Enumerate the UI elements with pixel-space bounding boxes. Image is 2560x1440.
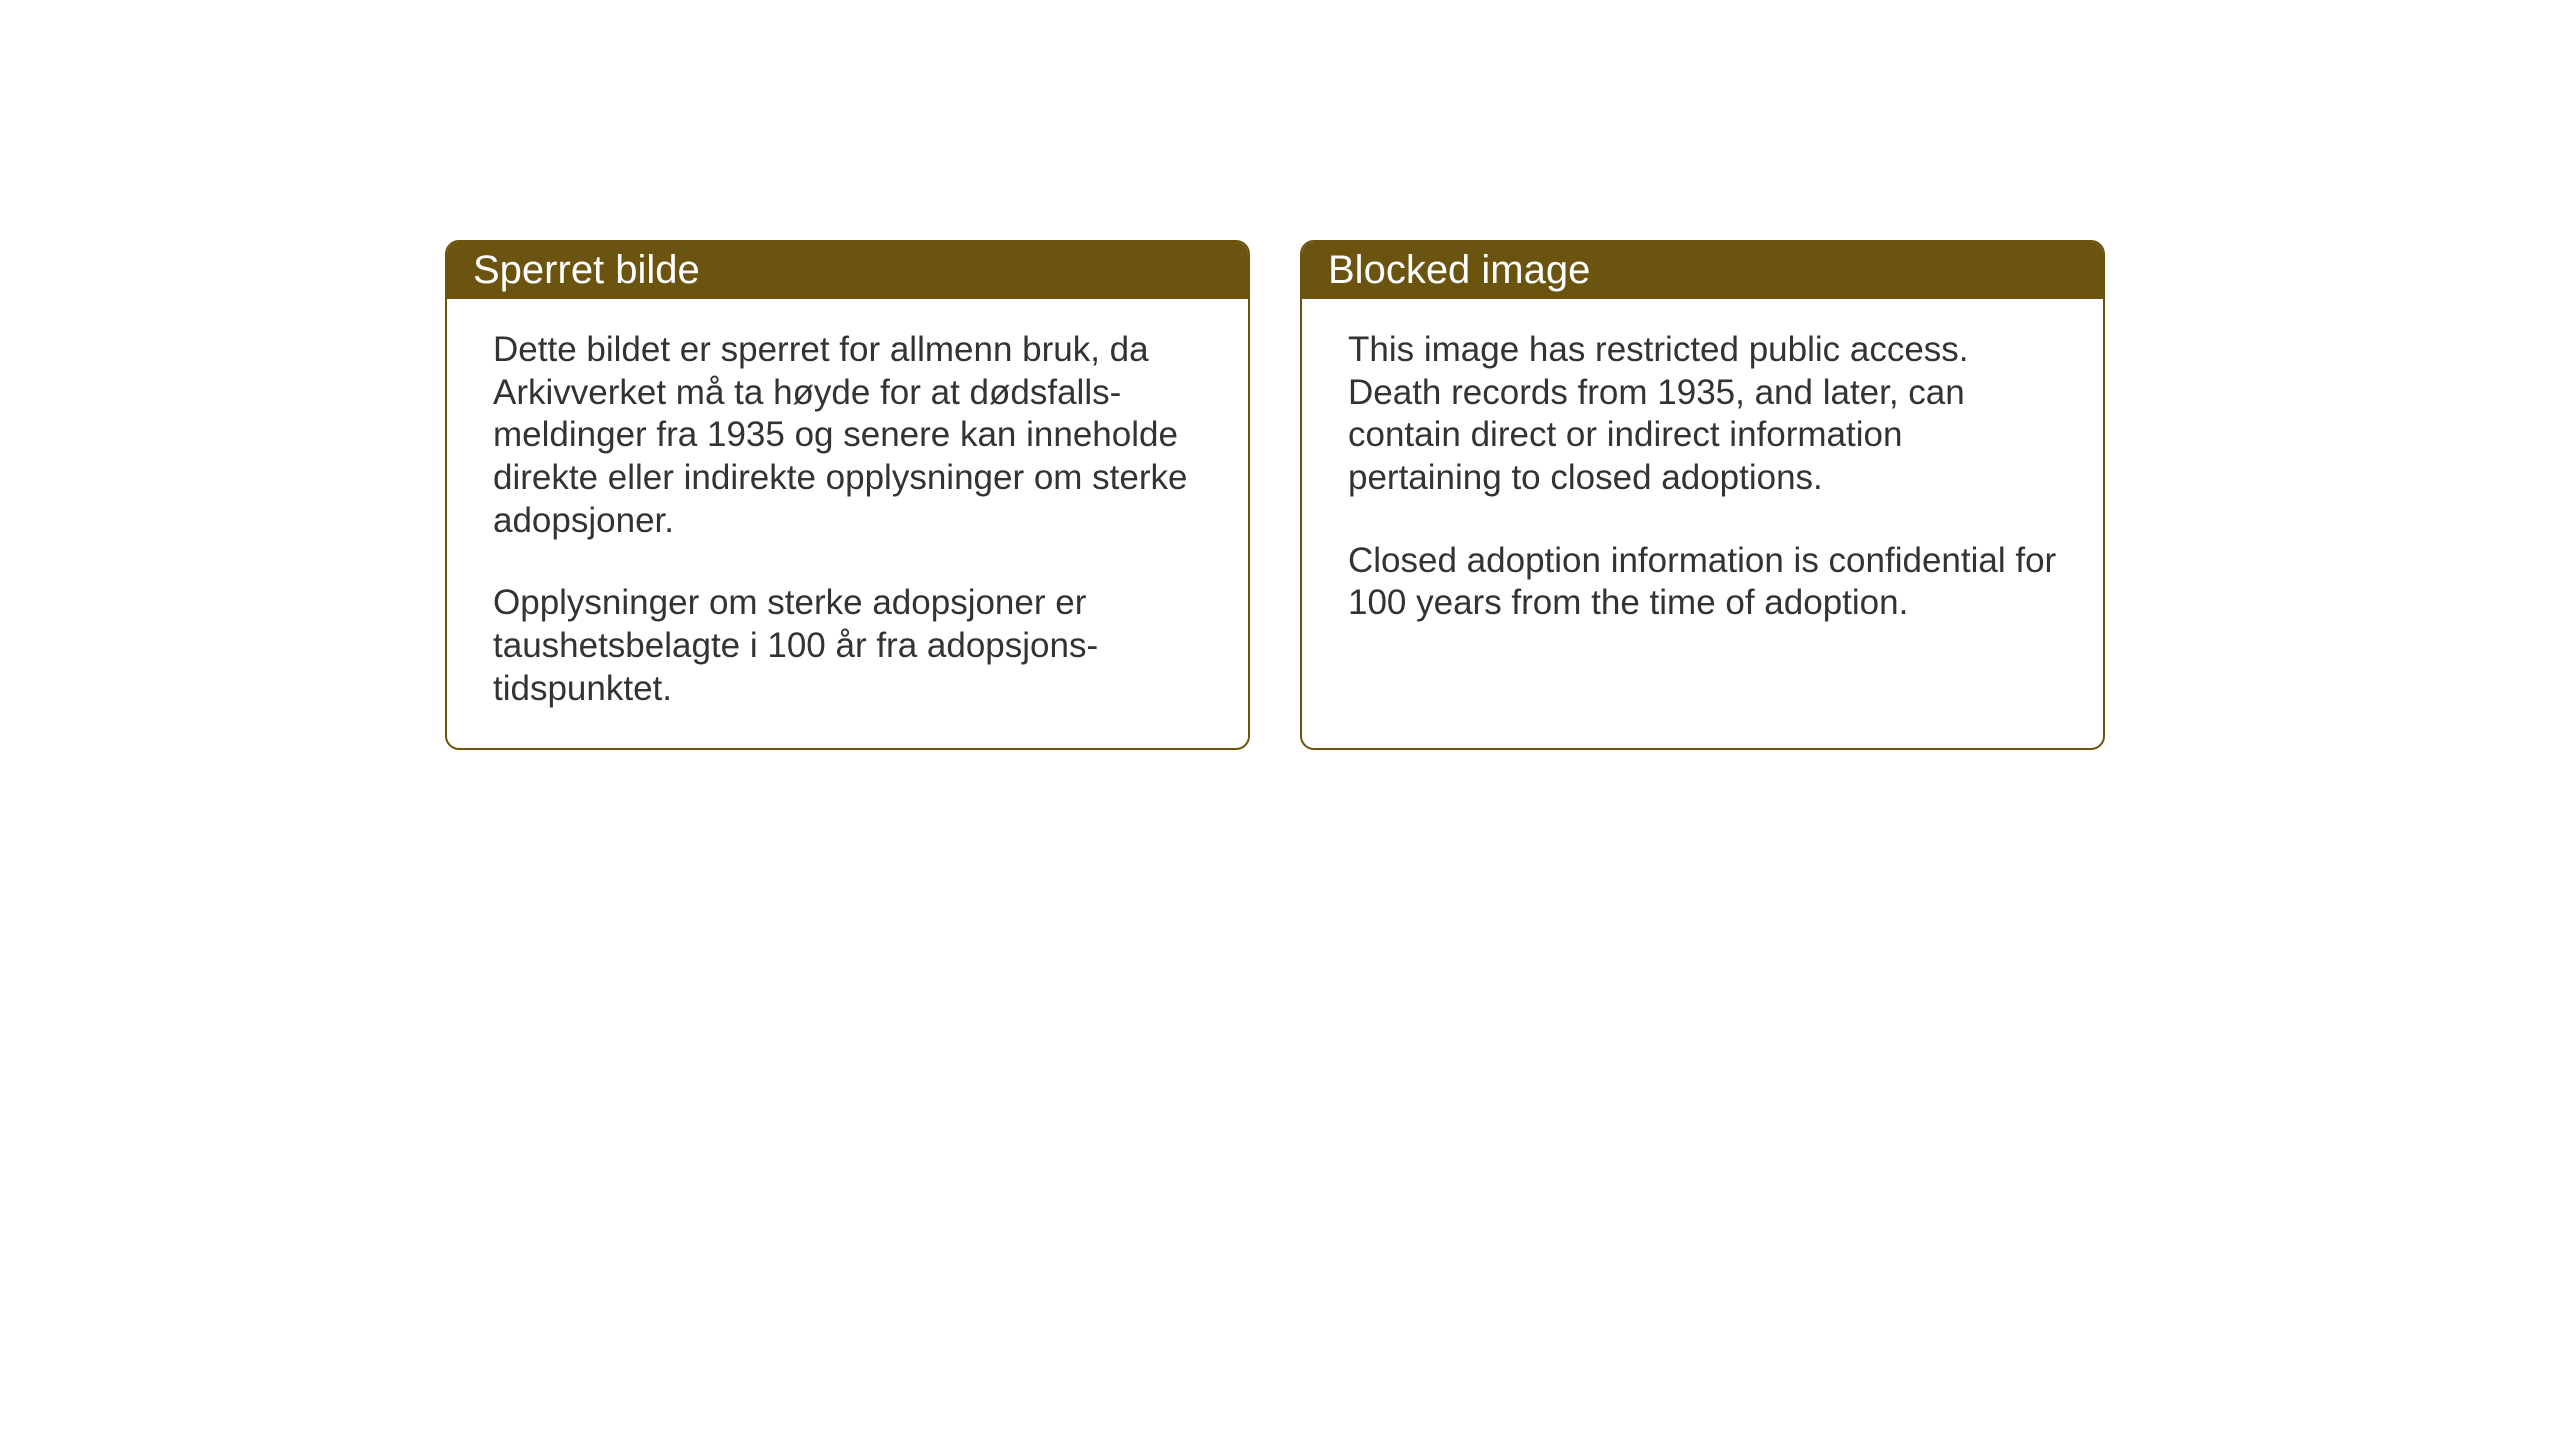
- english-paragraph-1: This image has restricted public access.…: [1348, 329, 2057, 500]
- notice-cards-container: Sperret bilde Dette bildet er sperret fo…: [445, 240, 2105, 750]
- english-paragraph-2: Closed adoption information is confident…: [1348, 540, 2057, 625]
- english-notice-card: Blocked image This image has restricted …: [1300, 240, 2105, 750]
- norwegian-card-title: Sperret bilde: [447, 242, 1248, 299]
- english-card-body: This image has restricted public access.…: [1302, 299, 2103, 661]
- english-card-title: Blocked image: [1302, 242, 2103, 299]
- norwegian-paragraph-1: Dette bildet er sperret for allmenn bruk…: [493, 329, 1202, 542]
- norwegian-card-body: Dette bildet er sperret for allmenn bruk…: [447, 299, 1248, 747]
- norwegian-notice-card: Sperret bilde Dette bildet er sperret fo…: [445, 240, 1250, 750]
- norwegian-paragraph-2: Opplysninger om sterke adopsjoner er tau…: [493, 582, 1202, 710]
